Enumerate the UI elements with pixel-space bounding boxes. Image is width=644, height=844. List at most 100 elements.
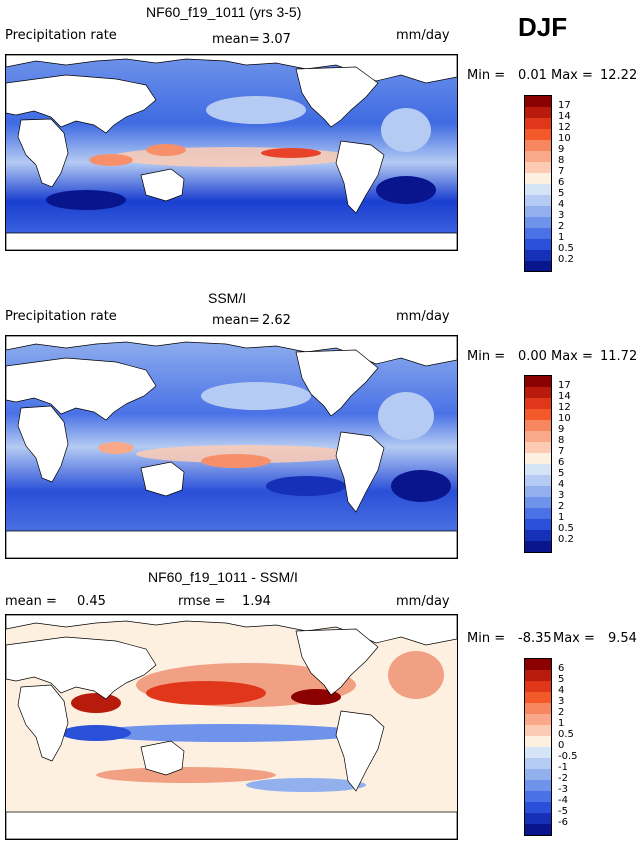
panel1-tick: 4 bbox=[558, 199, 565, 210]
panel3-swatch bbox=[525, 725, 551, 736]
panel1-antarctica bbox=[6, 232, 457, 250]
panel2-swatch bbox=[525, 398, 551, 409]
panel2-mean-value: 2.62 bbox=[262, 313, 291, 328]
panel2-antarctica bbox=[6, 530, 457, 558]
panel3-swatch bbox=[525, 670, 551, 681]
panel2-title: SSM/I bbox=[208, 290, 247, 306]
panel3-swatch bbox=[525, 758, 551, 769]
panel1-arctic-land bbox=[6, 55, 457, 84]
panel2-africa bbox=[17, 405, 69, 483]
panel3-tick: -4 bbox=[558, 795, 568, 806]
panel3-swatch bbox=[525, 692, 551, 703]
panel3-swatch bbox=[525, 659, 551, 670]
panel3-tick: 2 bbox=[558, 707, 565, 718]
panel1-tick: 8 bbox=[558, 155, 565, 166]
panel3-colorbar-swatches bbox=[525, 659, 551, 835]
panel2-tick: 10 bbox=[558, 413, 571, 424]
panel1-swatch bbox=[525, 118, 551, 129]
panel1-swatch bbox=[525, 184, 551, 195]
panel3-colorbar bbox=[524, 658, 552, 836]
panel1-tick: 1 bbox=[558, 232, 565, 243]
panel2-swatch bbox=[525, 475, 551, 486]
panel2-pacific-storm bbox=[201, 382, 311, 410]
panel2-swatch bbox=[525, 486, 551, 497]
panel3-swatch bbox=[525, 802, 551, 813]
panel1-tick: 6 bbox=[558, 177, 565, 188]
panel2-tick: 5 bbox=[558, 468, 565, 479]
panel3-map bbox=[5, 614, 458, 840]
panel1-swatch bbox=[525, 250, 551, 261]
panel1-swatch bbox=[525, 239, 551, 250]
panel2-max-label: Max = bbox=[551, 349, 593, 364]
panel1-tick: 3 bbox=[558, 210, 565, 221]
panel2-max-value: 11.72 bbox=[600, 349, 638, 364]
panel1-swatch bbox=[525, 173, 551, 184]
panel3-swatch bbox=[525, 780, 551, 791]
panel1-swatch bbox=[525, 206, 551, 217]
panel3-units: mm/day bbox=[396, 594, 450, 609]
panel1-title: NF60_f19_1011 (yrs 3-5) bbox=[146, 4, 302, 20]
panel3-swatch bbox=[525, 736, 551, 747]
panel2-colorbar bbox=[524, 375, 552, 553]
panel2-tick: 7 bbox=[558, 446, 565, 457]
panel3-title: NF60_f19_1011 - SSM/I bbox=[148, 569, 298, 585]
panel1-rain-max-pacific bbox=[261, 148, 321, 158]
panel2-tick: 0.2 bbox=[558, 534, 574, 545]
panel2-south-america bbox=[335, 431, 385, 513]
panel2-swatch bbox=[525, 442, 551, 453]
panel3-tick: 3 bbox=[558, 696, 565, 707]
panel3-positive-indian bbox=[71, 693, 121, 713]
panel2-tick: 12 bbox=[558, 402, 571, 413]
panel2-swatch bbox=[525, 464, 551, 475]
panel1-australia bbox=[140, 168, 185, 202]
panel1-dry-atlantic bbox=[376, 176, 436, 204]
panel1-tick: 12 bbox=[558, 122, 571, 133]
panel2-swatch bbox=[525, 431, 551, 442]
panel1-units: mm/day bbox=[396, 28, 450, 43]
panel2-swatch bbox=[525, 497, 551, 508]
panel3-swatch bbox=[525, 769, 551, 780]
panel3-tick: 0.5 bbox=[558, 729, 574, 740]
panel2-dry-atlantic bbox=[391, 470, 451, 502]
panel3-swatch bbox=[525, 714, 551, 725]
panel3-positive-atlantic bbox=[388, 651, 444, 699]
panel1-tick: 5 bbox=[558, 188, 565, 199]
panel2-swatch bbox=[525, 387, 551, 398]
panel1-dry-indian bbox=[46, 190, 126, 210]
panel2-rain-spcz bbox=[201, 454, 271, 468]
panel2-rain-indian bbox=[98, 442, 134, 454]
panel3-swatch bbox=[525, 813, 551, 824]
panel2-mean-label: mean= bbox=[212, 313, 260, 328]
panel3-swatch bbox=[525, 824, 551, 835]
panel1-colorbar-swatches bbox=[525, 96, 551, 271]
panel3-mean-label: mean = bbox=[5, 594, 57, 609]
panel3-tick: -0.5 bbox=[558, 751, 578, 762]
panel2-swatch bbox=[525, 409, 551, 420]
panel3-tick: 1 bbox=[558, 718, 565, 729]
panel1-tick: 14 bbox=[558, 111, 571, 122]
panel1-tick: 0.2 bbox=[558, 254, 574, 265]
panel3-africa bbox=[17, 684, 69, 762]
panel3-swatch bbox=[525, 703, 551, 714]
panel1-swatch bbox=[525, 140, 551, 151]
panel1-swatch bbox=[525, 217, 551, 228]
panel1-swatch bbox=[525, 151, 551, 162]
panel2-dry-pacific bbox=[266, 476, 346, 496]
panel3-swatch bbox=[525, 681, 551, 692]
panel3-tick: -3 bbox=[558, 784, 568, 795]
panel1-mean-value: 3.07 bbox=[262, 32, 291, 47]
panel3-rmse-value: 1.94 bbox=[242, 594, 271, 609]
panel3-max-label: Max = bbox=[553, 631, 595, 646]
panel1-swatch bbox=[525, 96, 551, 107]
panel3-tick: 5 bbox=[558, 674, 565, 685]
panel2-colorbar-swatches bbox=[525, 376, 551, 552]
panel3-negative-south bbox=[246, 778, 366, 792]
panel1-south-america bbox=[335, 140, 385, 214]
panel2-min-label: Min = bbox=[467, 349, 506, 364]
panel1-pacific-storm bbox=[206, 96, 306, 124]
panel1-tick: 0.5 bbox=[558, 243, 574, 254]
panel2-tick: 8 bbox=[558, 435, 565, 446]
panel1-africa bbox=[17, 118, 69, 188]
season-label: DJF bbox=[518, 12, 568, 42]
panel2-tick: 14 bbox=[558, 391, 571, 402]
